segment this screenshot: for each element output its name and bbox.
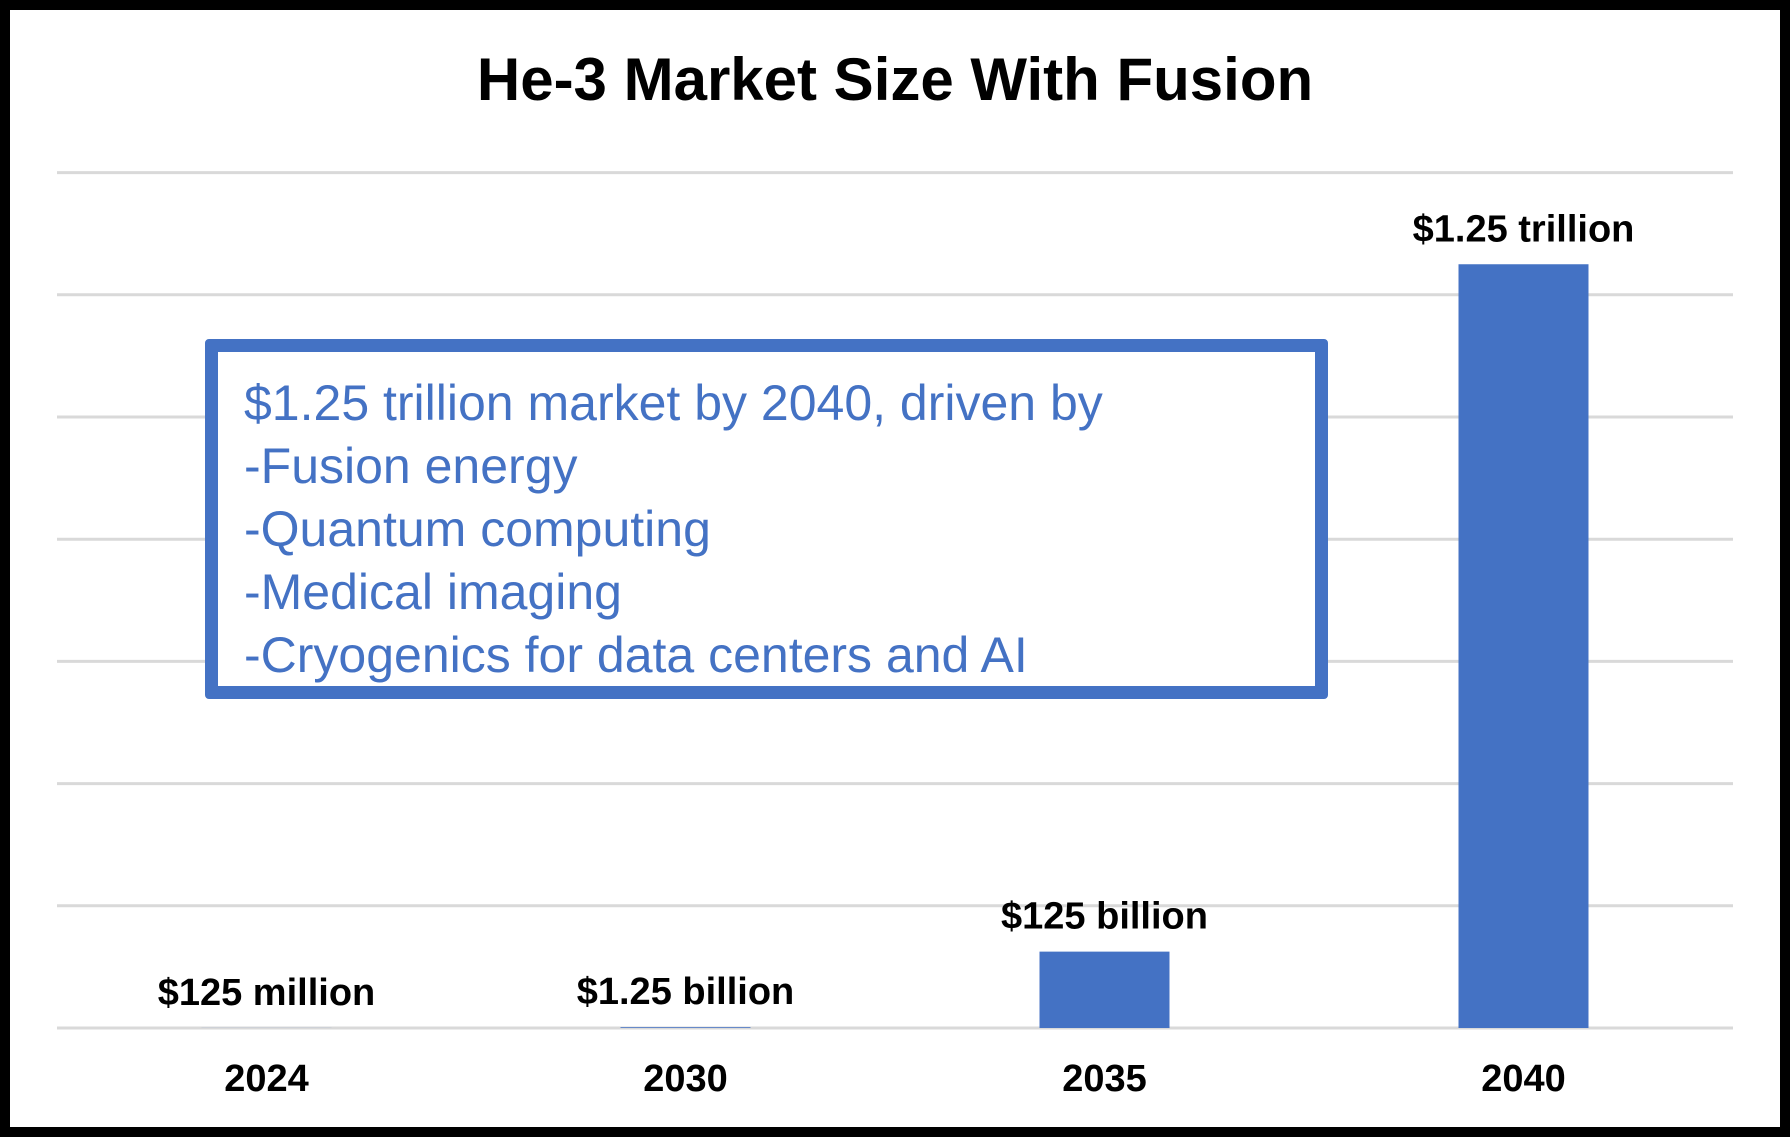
x-tick-label: 2040 xyxy=(1481,1058,1566,1100)
bar-2030 xyxy=(620,1027,751,1028)
data-label: $125 billion xyxy=(1001,896,1208,938)
bar-2035 xyxy=(1039,951,1170,1028)
callout-line: $1.25 trillion market by 2040, driven by xyxy=(244,375,1103,431)
x-tick-label: 2030 xyxy=(643,1058,728,1100)
callout-line: -Quantum computing xyxy=(244,501,711,557)
callout-line: -Cryogenics for data centers and AI xyxy=(244,627,1028,683)
data-label: $1.25 trillion xyxy=(1413,208,1635,250)
data-label: $1.25 billion xyxy=(577,971,795,1013)
annotation-callout: $1.25 trillion market by 2040, driven by… xyxy=(205,339,1328,699)
x-tick-label: 2035 xyxy=(1062,1058,1147,1100)
data-label: $125 million xyxy=(158,972,376,1014)
x-tick-label: 2024 xyxy=(224,1058,309,1100)
x-axis-ticks: 2024 2030 2035 2040 xyxy=(224,1058,1566,1100)
bar-2040 xyxy=(1458,264,1589,1028)
chart-title: He-3 Market Size With Fusion xyxy=(476,46,1314,113)
callout-line: -Medical imaging xyxy=(244,564,622,620)
data-labels: $125 million $1.25 billion $125 billion $1.… xyxy=(158,208,1635,1014)
callout-line: -Fusion energy xyxy=(244,438,578,494)
bars xyxy=(201,264,1589,1028)
